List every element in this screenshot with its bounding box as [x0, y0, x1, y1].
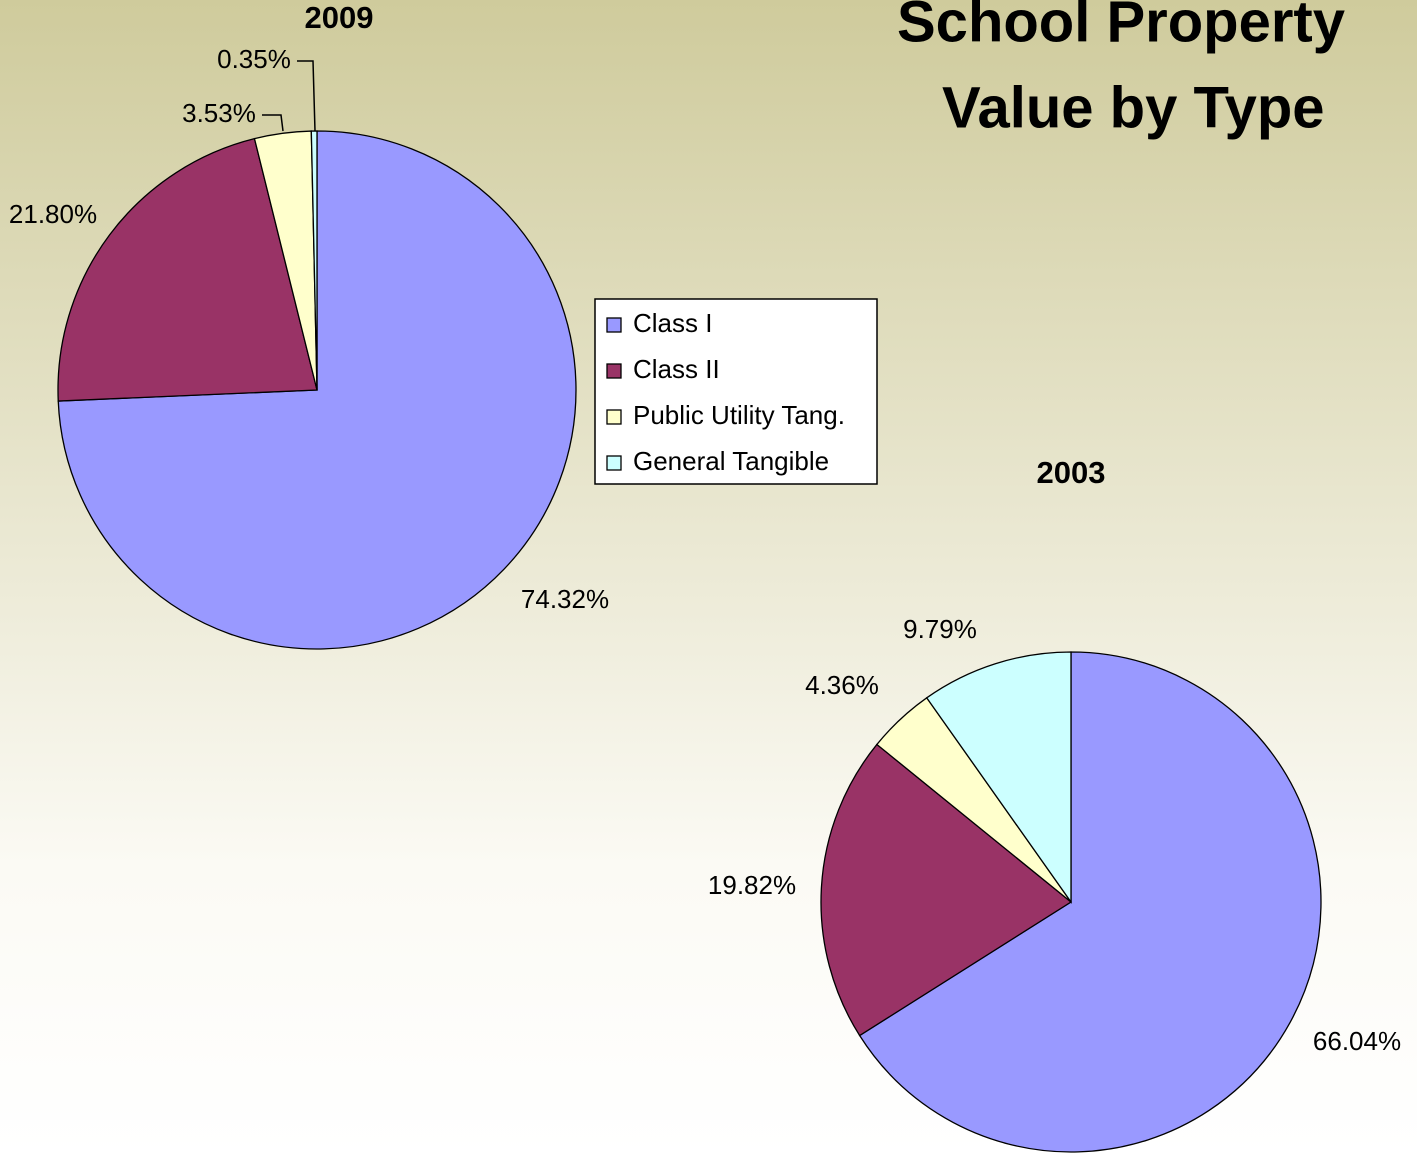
chart-title: 2003	[1037, 455, 1106, 490]
legend-box	[594, 298, 878, 485]
legend-label: Public Utility Tang.	[633, 400, 845, 430]
data-label: 66.04%	[1313, 1026, 1401, 1056]
pie-slice	[820, 743, 1073, 1037]
leader-line	[262, 114, 284, 132]
leader-line	[297, 60, 316, 132]
legend-swatch	[606, 317, 622, 333]
data-label: 9.79%	[903, 614, 977, 644]
data-label: 19.82%	[708, 870, 796, 900]
legend-label: Class II	[633, 354, 720, 384]
data-label: 4.36%	[805, 670, 879, 700]
slide-title: Value by Type	[942, 75, 1325, 140]
legend-swatch	[606, 455, 622, 471]
slide-title: School Property	[897, 0, 1345, 54]
pie-slice	[925, 651, 1072, 905]
data-label: 0.35%	[217, 44, 291, 74]
legend-swatch	[606, 363, 622, 379]
data-label: 74.32%	[521, 584, 609, 614]
data-label: 21.80%	[9, 199, 97, 229]
legend-swatch	[606, 409, 622, 425]
data-label: 3.53%	[182, 98, 256, 128]
legend-label: General Tangible	[633, 446, 829, 476]
legend-label: Class I	[633, 308, 712, 338]
pie-slice	[310, 130, 318, 391]
pie-slice	[858, 651, 1322, 1153]
chart-title: 2009	[305, 0, 374, 35]
pie-slice	[57, 137, 318, 402]
